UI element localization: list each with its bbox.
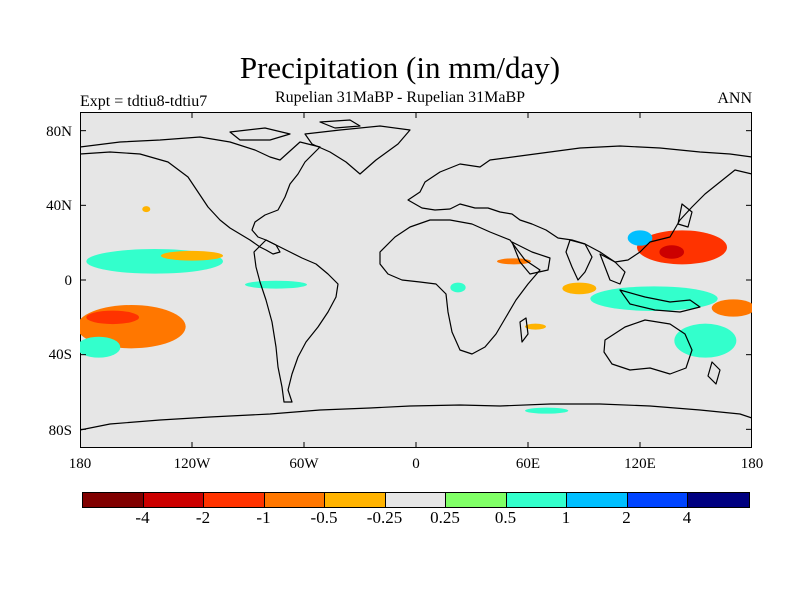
anomaly-tropical-atlantic-green [245,280,307,289]
coastline-arabia [511,241,551,275]
anomaly-west-pacific-warm-pool-red [637,230,727,265]
coastline-southeast-asia [599,253,626,285]
lon-tick-60e: 60E [515,456,541,472]
lat-tick-80s: 80S [48,423,72,439]
lat-tick-40n: 40N [46,198,72,214]
lat-tick-80n: 80N [46,124,72,140]
coastline-antarctica [80,403,752,448]
coastline-australia [603,319,693,375]
lon-tick-120w: 120W [173,456,211,472]
lon-tick-0: 0 [412,456,420,472]
lon-tick-180w: 180 [68,456,92,472]
colorbar-swatch-9 [627,493,688,507]
anomaly-south-west-pacific-red [711,299,752,317]
coastline-india [565,239,593,281]
colorbar-swatch-8 [567,493,628,507]
anomaly-east-pacific-itcz-orange [161,250,223,261]
lon-tick-60w: 60W [289,456,319,472]
anomaly-southern-ocean-green [525,407,569,414]
colorbar-label: 1 [561,508,571,527]
anomaly-layer [80,206,752,414]
coastline-eurasia [407,145,752,263]
anomaly-south-pacific-green [80,336,121,358]
anomaly-west-pacific-darkred-core [659,245,685,259]
colorbar-swatch-0 [83,493,144,507]
anomaly-madagascar-orange [525,323,546,330]
coastline-africa [379,219,541,355]
coastline-new-zealand [707,361,721,385]
anomaly-somali-coast-orange [497,258,531,265]
anomaly-north-pacific-blob [142,206,151,213]
lon-tick-180e: 180 [740,456,764,472]
colorbar-label: -1 [256,508,271,527]
anomaly-south-pacific-red-core [86,310,139,325]
colorbar-label: 2 [622,508,631,527]
anomaly-africa-green [450,282,466,293]
lon-tick-120e: 120E [624,456,656,472]
experiment-label: Expt = tdtiu8-tdtiu7 [80,93,208,110]
lat-tick-40s: 40S [48,347,72,363]
anomaly-australia-green [674,323,737,358]
chart-subtitle: Rupelian 31MaBP - Rupelian 31MaBP [274,89,526,106]
coastline-arctic-islands [229,119,361,141]
world-map [80,112,752,448]
colorbar-label: -4 [135,508,150,527]
colorbar-label: -0.5 [310,508,338,527]
anomaly-china-cyan [627,230,653,246]
colorbar-swatch-6 [446,493,507,507]
coastline-greenland [304,125,411,175]
colorbar-label: 4 [682,508,692,527]
coastline-indonesia [619,289,701,313]
colorbar [82,492,750,508]
colorbar-label: -2 [195,508,211,527]
axis-ticks [80,112,752,448]
chart-title: Precipitation (in mm/day) [239,50,561,85]
coastline-south-america [253,239,339,403]
season-label: ANN [717,90,752,107]
lat-tick-0: 0 [64,273,73,289]
coastline-japan [677,203,693,228]
coastline-north-america [80,136,321,255]
colorbar-swatch-4 [325,493,386,507]
colorbar-swatch-3 [264,493,325,507]
colorbar-swatch-2 [204,493,265,507]
colorbar-swatch-1 [143,493,204,507]
colorbar-label: -0.25 [366,508,403,527]
colorbar-swatch-10 [688,493,749,507]
coastline-madagascar [519,317,529,343]
colorbar-label: 0.25 [430,508,460,527]
colorbar-swatch-7 [506,493,567,507]
colorbar-swatch-5 [385,493,446,507]
coastlines [80,119,752,448]
colorbar-label: 0.5 [494,508,517,527]
anomaly-indian-ocean-orange [562,282,597,295]
